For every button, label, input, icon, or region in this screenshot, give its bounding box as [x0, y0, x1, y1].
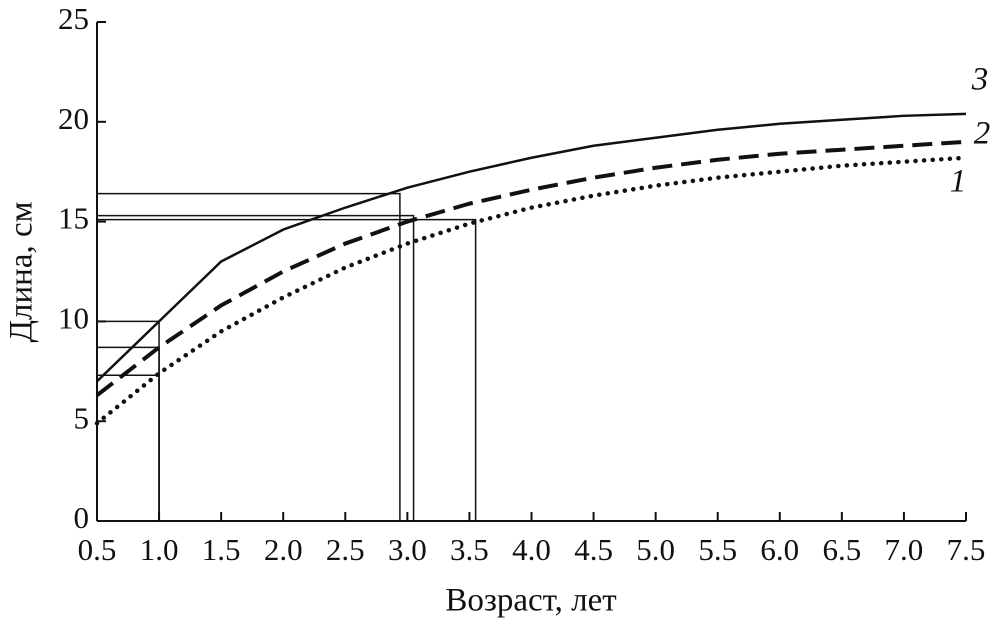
x-tick-label: 3.5	[450, 532, 489, 567]
x-tick-label: 1.0	[140, 532, 179, 567]
reference-line	[97, 374, 160, 521]
y-tick-label: 25	[58, 1, 89, 36]
x-tick-label: 1.5	[202, 532, 241, 567]
y-tick-label: 10	[58, 301, 89, 336]
reference-line	[97, 192, 401, 521]
x-tick-label: 7.5	[947, 532, 986, 567]
x-tick-label: 7.0	[885, 532, 924, 567]
x-tick-label: 0.5	[78, 532, 117, 567]
x-tick-label: 2.0	[264, 532, 303, 567]
x-tick-label: 2.5	[326, 532, 365, 567]
x-tick-label: 4.5	[574, 532, 613, 567]
series-label: 3	[971, 61, 989, 97]
y-tick-label: 0	[74, 500, 90, 535]
series-label: 1	[950, 163, 967, 199]
x-tick-label: 5.5	[698, 532, 737, 567]
y-axis-label: Длина, см	[4, 201, 40, 342]
y-tick-label: 15	[58, 201, 89, 236]
y-tick-label: 5	[74, 400, 90, 435]
reference-line	[97, 214, 415, 521]
x-tick-label: 3.0	[388, 532, 427, 567]
x-tick-label: 6.5	[822, 532, 861, 567]
x-tick-label: 5.0	[636, 532, 675, 567]
series-line	[94, 155, 969, 426]
x-tick-label: 6.0	[760, 532, 799, 567]
x-tick-label: 4.0	[512, 532, 551, 567]
y-tick-label: 20	[58, 101, 89, 136]
series-line	[96, 112, 967, 383]
reference-line	[97, 218, 477, 521]
x-axis-label: Возраст, лет	[445, 583, 616, 619]
series-line	[95, 139, 967, 397]
series-label: 2	[974, 115, 991, 151]
